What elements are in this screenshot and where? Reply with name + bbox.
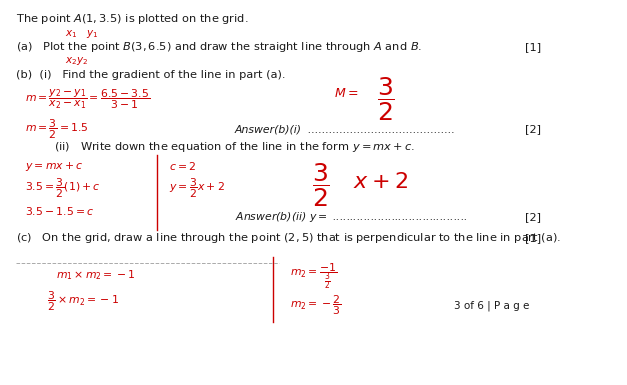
Text: $y = \dfrac{3}{2}x + 2$: $y = \dfrac{3}{2}x + 2$ — [169, 177, 225, 201]
Text: 3 of 6 | P a g e: 3 of 6 | P a g e — [455, 300, 530, 311]
Text: $x + 2$: $x + 2$ — [353, 172, 408, 192]
Text: $m_2 = -\dfrac{2}{3}$: $m_2 = -\dfrac{2}{3}$ — [290, 294, 341, 317]
Text: $x_1 \quad y_1$: $x_1 \quad y_1$ — [65, 28, 98, 40]
Text: $x_2 y_2$: $x_2 y_2$ — [65, 55, 88, 67]
Text: $y = mx + c$: $y = mx + c$ — [25, 160, 83, 172]
Text: $m = \dfrac{3}{2} = 1.5$: $m = \dfrac{3}{2} = 1.5$ — [25, 117, 89, 141]
Text: [1]: [1] — [525, 42, 541, 52]
Text: $\dfrac{3}{2}$: $\dfrac{3}{2}$ — [377, 75, 396, 123]
Text: (a)   Plot the point $B(3, 6.5)$ and draw the straight line through $A$ and $B$.: (a) Plot the point $B(3, 6.5)$ and draw … — [16, 40, 423, 54]
Text: Answer(b)(i)  ..........................................: Answer(b)(i) ...........................… — [234, 124, 456, 134]
Text: $m = \dfrac{y_2 - y_1}{x_2 - x_1} = \dfrac{6.5 - 3.5}{3 - 1}$: $m = \dfrac{y_2 - y_1}{x_2 - x_1} = \dfr… — [25, 87, 150, 111]
Text: (ii)   Write down the equation of the line in the form $y = mx + c$.: (ii) Write down the equation of the line… — [53, 139, 415, 154]
Text: [2]: [2] — [525, 213, 541, 223]
Text: (c)   On the grid, draw a line through the point $(2, 5)$ that is perpendicular : (c) On the grid, draw a line through the… — [16, 231, 561, 245]
Text: $m_2 = \dfrac{-1}{\frac{3}{2}}$: $m_2 = \dfrac{-1}{\frac{3}{2}}$ — [290, 261, 337, 291]
Text: $m_1 \times m_2 = -1$: $m_1 \times m_2 = -1$ — [56, 268, 135, 282]
Text: $\dfrac{3}{2} \times m_2 = -1$: $\dfrac{3}{2} \times m_2 = -1$ — [47, 290, 119, 313]
Text: [1]: [1] — [525, 233, 541, 243]
Text: $\dfrac{3}{2}$: $\dfrac{3}{2}$ — [312, 161, 329, 209]
Text: $M =$: $M =$ — [334, 87, 358, 100]
Text: The point $A(1, 3.5)$ is plotted on the grid.: The point $A(1, 3.5)$ is plotted on the … — [16, 12, 249, 26]
Text: [2]: [2] — [525, 124, 541, 134]
Text: $3.5 = \dfrac{3}{2}(1) + c$: $3.5 = \dfrac{3}{2}(1) + c$ — [25, 177, 100, 201]
Text: $c = 2$: $c = 2$ — [169, 160, 196, 172]
Text: $3.5 - 1.5 = c$: $3.5 - 1.5 = c$ — [25, 204, 94, 217]
Text: Answer(b)(ii) $y =$ .......................................: Answer(b)(ii) $y =$ ....................… — [234, 210, 467, 224]
Text: (b)  (i)   Find the gradient of the line in part (a).: (b) (i) Find the gradient of the line in… — [16, 70, 286, 80]
